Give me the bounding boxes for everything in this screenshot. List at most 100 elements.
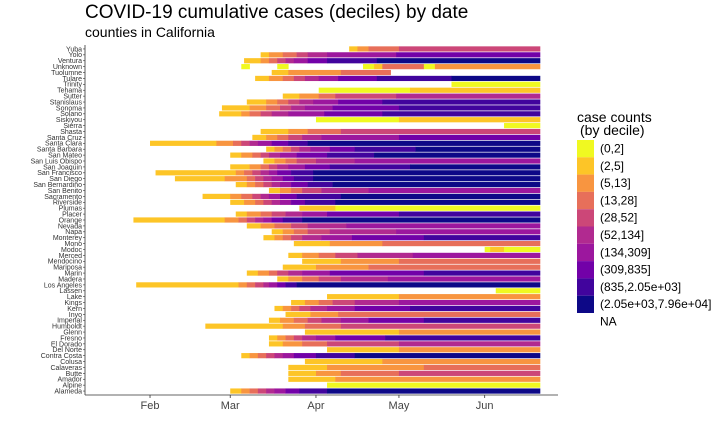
- heat-cell-tulare: [376, 75, 452, 82]
- heat-cell-modoc: [490, 246, 505, 253]
- heat-cell-contra-costa: [315, 353, 355, 359]
- heat-cell-san-mateo: [268, 152, 281, 158]
- heat-cell-orange: [282, 217, 303, 223]
- heat-cell-los-angeles: [238, 282, 248, 288]
- heat-cell-nevada: [291, 223, 308, 229]
- heat-cell-sacramento: [340, 193, 541, 200]
- county-label-del-norte: Del Norte: [52, 347, 82, 354]
- heat-cell-riverside: [280, 199, 292, 205]
- heat-cell-imperial: [423, 317, 541, 323]
- heat-cell-sutter: [282, 93, 300, 99]
- heat-cell-riverside: [291, 199, 306, 205]
- heat-cell-nevada: [274, 223, 292, 229]
- heat-cell-contra-costa: [293, 353, 317, 359]
- county-label-plumas: Plumas: [59, 206, 83, 213]
- heat-cell-orange: [302, 217, 541, 223]
- heat-cell-san-francisco: [155, 170, 237, 176]
- heatmap-cells: [133, 46, 541, 394]
- heat-cell-los-angeles: [255, 282, 264, 288]
- heat-cell-napa: [396, 229, 541, 235]
- county-label-amador: Amador: [57, 377, 82, 384]
- heat-cell-santa-clara: [216, 140, 234, 146]
- county-label-glenn: Glenn: [63, 329, 82, 336]
- heat-cell-riverside: [271, 199, 281, 205]
- heat-cell-stanislaus: [338, 99, 383, 105]
- county-label-siskiyou: Siskiyou: [56, 117, 82, 124]
- heat-cell-yolo: [327, 52, 397, 58]
- legend-swatch: [577, 261, 594, 279]
- heat-cell-san-joaquin: [260, 164, 270, 170]
- heat-cell-ventura: [307, 58, 328, 64]
- county-label-butte: Butte: [66, 371, 82, 378]
- heat-cell-alameda: [299, 388, 328, 394]
- heat-cell-madera: [288, 276, 303, 282]
- heat-cell-yuba: [368, 46, 400, 52]
- heat-cell-santa-cruz: [302, 134, 322, 141]
- heat-cell-nevada: [307, 223, 347, 229]
- legend: case counts (by decile) (0,2] (2,5] (5,13]…: [577, 109, 711, 329]
- heat-cell-sierra: [504, 123, 541, 129]
- heat-cell-san-joaquin: [249, 164, 261, 170]
- heat-cell-mendocino: [302, 258, 342, 264]
- x-tick-label-apr: Apr: [307, 400, 324, 412]
- heat-cell-placer: [260, 211, 273, 217]
- x-axis-ticks: Feb Mar Apr May Jun: [141, 395, 494, 412]
- heat-cell-san-joaquin: [230, 164, 250, 170]
- heat-cell-sutter: [318, 93, 336, 99]
- county-label-el-dorado: El Dorado: [51, 341, 82, 348]
- heat-cell-mendocino: [340, 258, 400, 264]
- heat-cell-unknown: [374, 64, 383, 70]
- heat-cell-alameda: [266, 388, 275, 394]
- county-label-santa-barbara: Santa Barbara: [37, 147, 82, 154]
- heat-cell-placer: [246, 211, 261, 217]
- heat-cell-inyo: [310, 311, 339, 317]
- heat-cell-solano: [219, 111, 242, 117]
- county-label-sonoma: Sonoma: [56, 105, 82, 112]
- county-label-san-luis-obispo: San Luis Obispo: [31, 158, 82, 165]
- legend-swatch: [577, 140, 594, 158]
- heat-cell-san-benito: [368, 187, 541, 194]
- heat-cell-merced: [318, 252, 336, 258]
- heat-cell-stanislaus: [266, 99, 278, 105]
- heat-cell-napa: [307, 229, 331, 235]
- county-label-imperial: Imperial: [57, 318, 82, 325]
- heat-cell-placer: [398, 211, 541, 217]
- county-label-san-bernardino: San Bernardino: [33, 182, 82, 189]
- heat-cell-shasta: [260, 128, 289, 135]
- heat-cell-mono: [382, 240, 541, 247]
- heat-cell-plumas: [335, 205, 541, 211]
- heat-cell-san-luis-obispo: [263, 158, 275, 164]
- legend-label: (2.05e+03,7.96e+04]: [600, 297, 711, 311]
- county-label-nevada: Nevada: [58, 223, 82, 230]
- county-label-san-diego: San Diego: [49, 176, 82, 183]
- heat-cell-kings: [332, 299, 355, 306]
- heat-cell-madera: [318, 276, 342, 282]
- heat-cell-orange: [133, 217, 225, 223]
- legend-title-line2: (by decile): [580, 122, 645, 138]
- heat-cell-tuolumne: [340, 69, 391, 76]
- heat-cell-alameda: [257, 388, 267, 394]
- county-label-sutter: Sutter: [63, 94, 82, 101]
- heat-cell-ventura: [376, 58, 541, 64]
- heat-cell-san-joaquin: [268, 164, 278, 170]
- heat-cell-el-dorado: [282, 341, 303, 347]
- heat-cell-marin: [302, 270, 331, 276]
- heat-cell-stanislaus: [299, 99, 314, 105]
- county-label-inyo: Inyo: [69, 312, 82, 319]
- heat-cell-san-mateo: [260, 152, 270, 158]
- heat-cell-san-mateo: [374, 152, 541, 158]
- heat-cell-santa-cruz: [277, 134, 289, 141]
- heat-cell-mono: [293, 240, 331, 247]
- heat-cell-santa-barbara: [266, 146, 275, 152]
- heat-cell-lassen: [495, 288, 541, 294]
- heat-cell-tulare: [304, 75, 320, 82]
- heat-cell-los-angeles: [246, 282, 256, 288]
- heat-cell-nevada: [260, 223, 275, 229]
- heat-cell-yuba: [398, 46, 541, 52]
- heat-cell-merced: [288, 252, 303, 258]
- heat-cell-san-bernardino: [246, 182, 256, 188]
- county-label-fresno: Fresno: [60, 335, 82, 342]
- county-label-riverside: Riverside: [53, 200, 82, 207]
- heat-cell-colusa: [382, 358, 541, 365]
- heat-cell-placer: [302, 211, 328, 217]
